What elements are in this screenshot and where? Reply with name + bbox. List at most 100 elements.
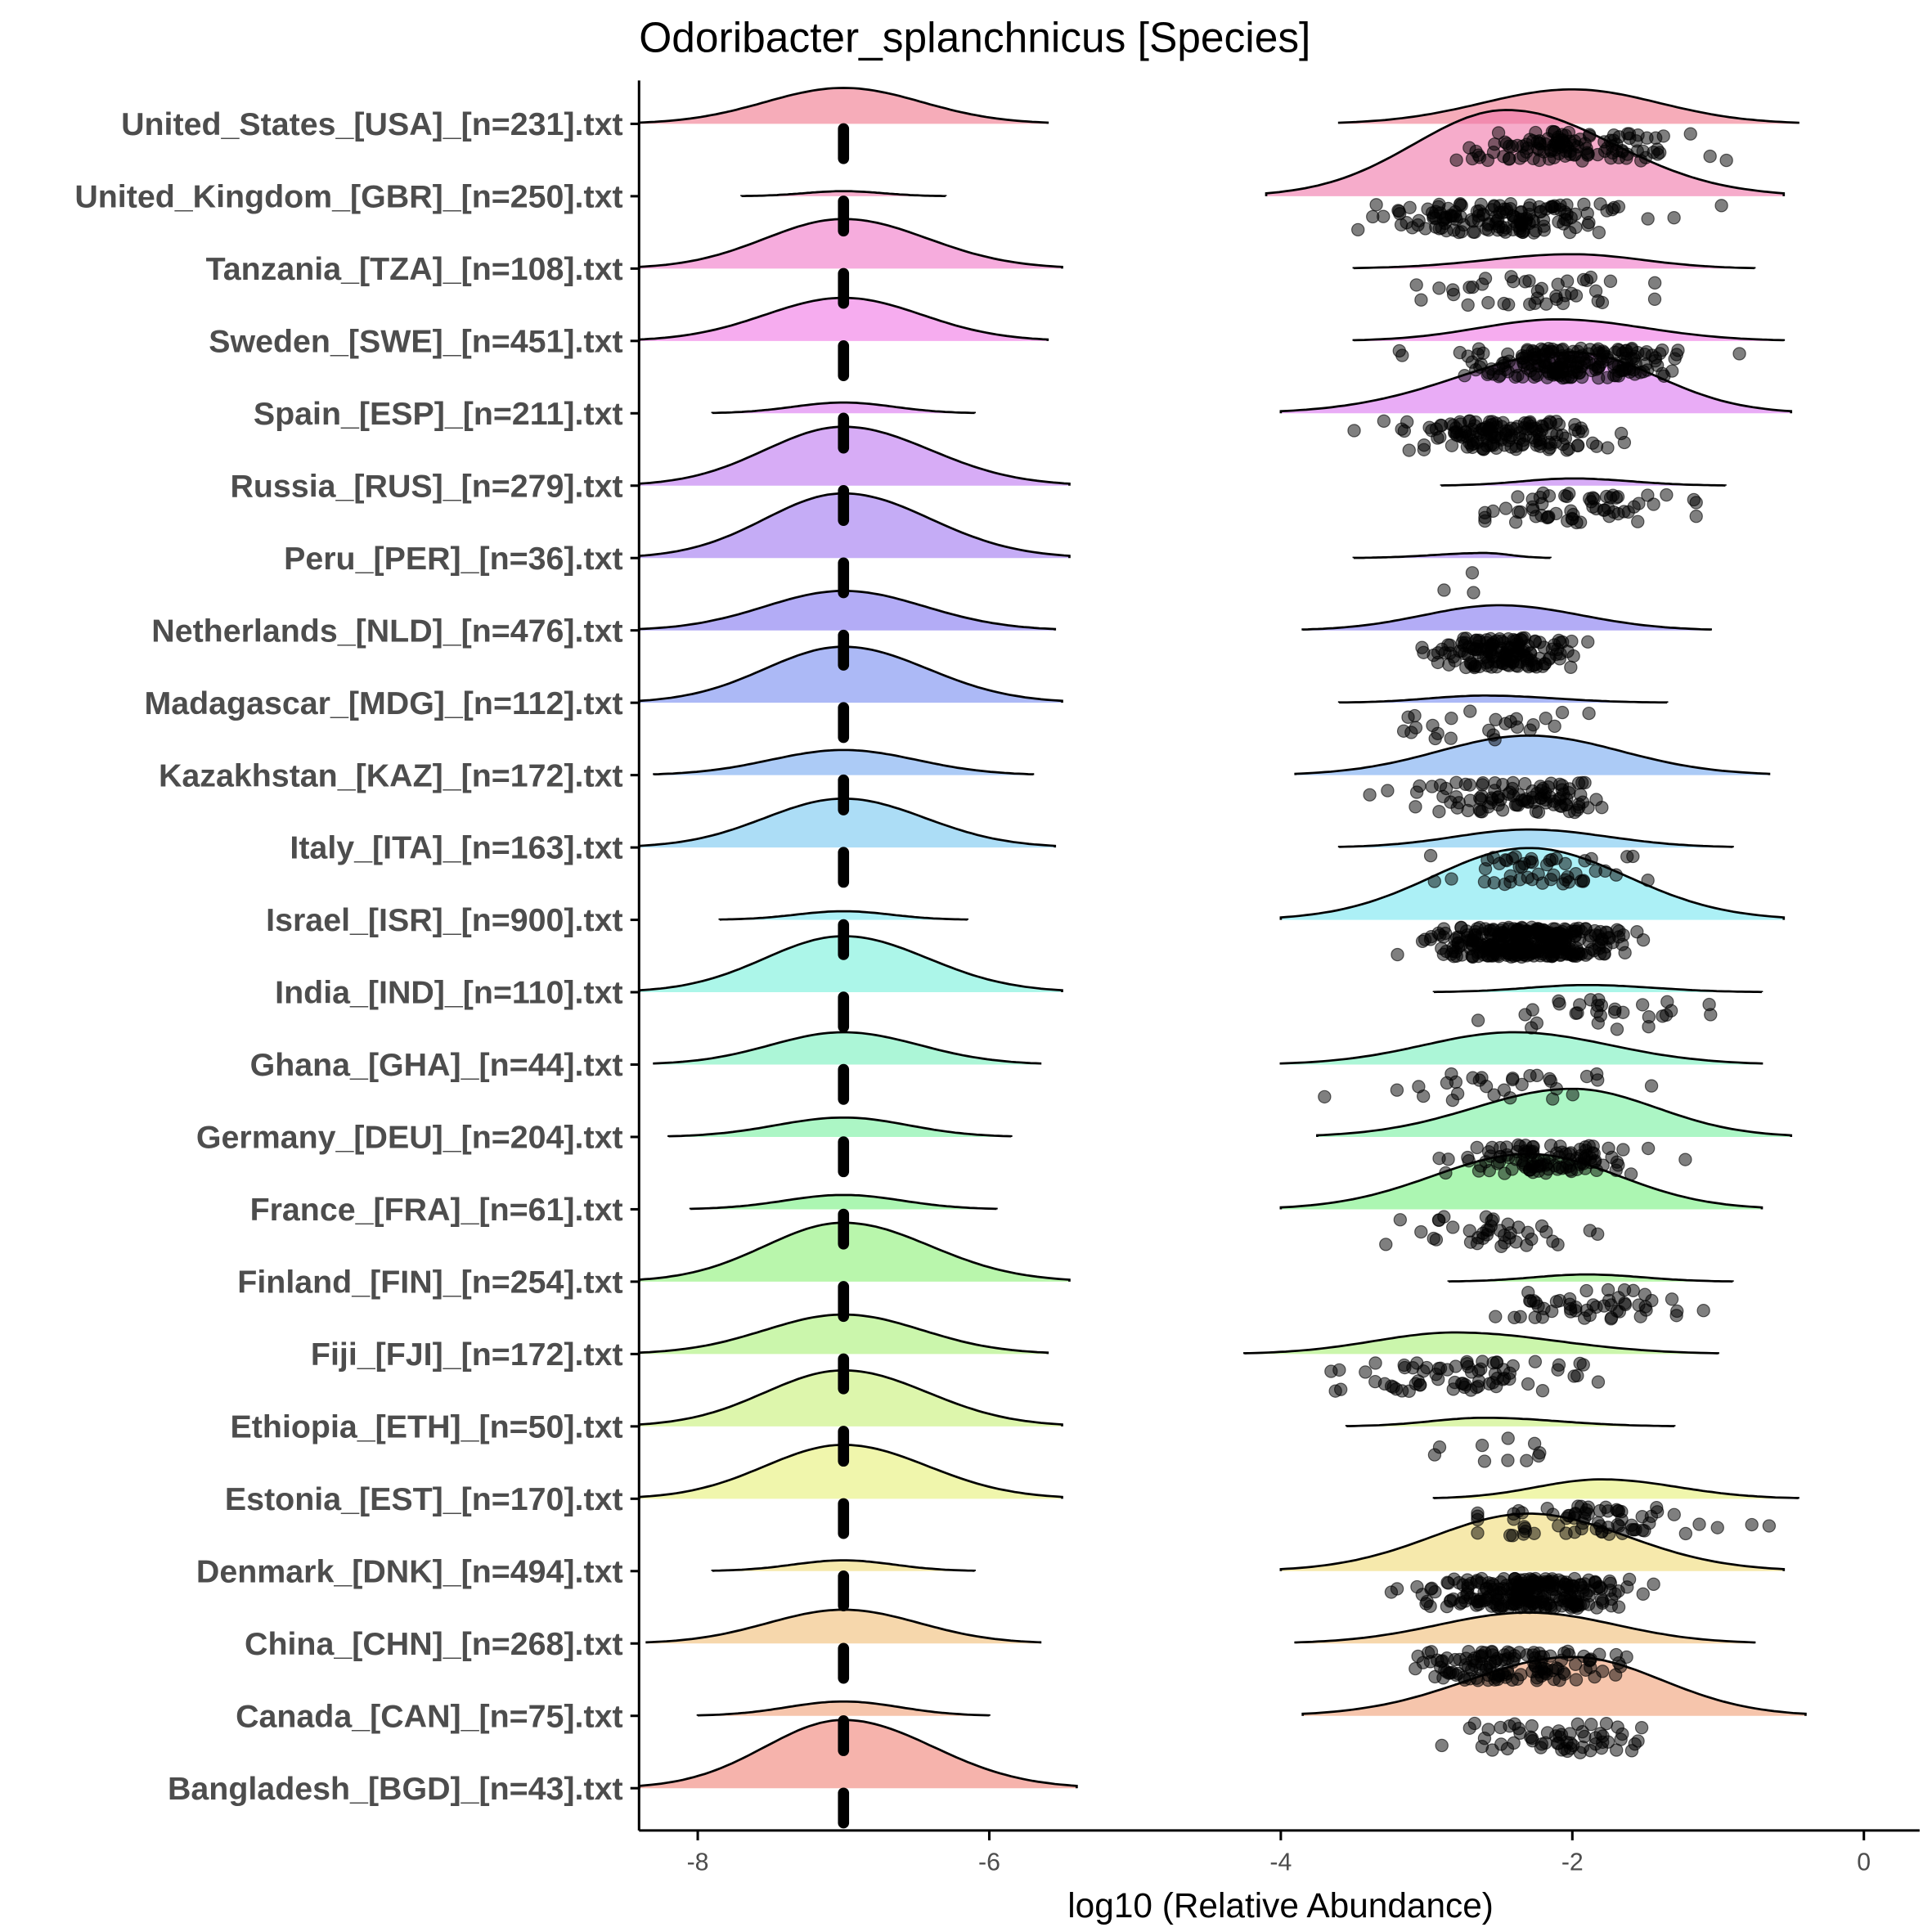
- data-point: [1409, 800, 1422, 814]
- data-point: [1432, 197, 1446, 212]
- data-point: [1489, 1310, 1503, 1323]
- data-point: [1671, 344, 1685, 357]
- data-point: [1581, 801, 1595, 815]
- zero-density-fill: [712, 1560, 975, 1571]
- data-point: [1431, 926, 1445, 941]
- zero-density-outline: [718, 910, 969, 921]
- data-point: [1440, 1665, 1453, 1679]
- data-point: [1416, 1656, 1431, 1669]
- data-point: [1589, 1067, 1604, 1081]
- data-point: [1469, 1671, 1484, 1685]
- data-point: [1490, 1371, 1504, 1386]
- data-point: [1631, 514, 1645, 528]
- data-point: [1507, 1507, 1521, 1521]
- data-point: [1583, 1224, 1597, 1238]
- data-point: [1555, 365, 1569, 380]
- nonzero-density-fill: [1353, 319, 1784, 341]
- data-point: [1543, 872, 1558, 887]
- data-point: [1478, 272, 1493, 285]
- data-point: [1432, 281, 1446, 295]
- data-point: [1480, 367, 1494, 382]
- zero-density-fill: [639, 646, 1063, 703]
- data-point: [1445, 1067, 1458, 1081]
- data-point: [1533, 1159, 1547, 1173]
- data-point: [1402, 443, 1416, 457]
- density-layer: [638, 87, 1807, 1789]
- data-point: [1493, 1224, 1507, 1238]
- data-point: [1762, 1519, 1777, 1533]
- data-point: [1493, 199, 1507, 213]
- data-point: [1641, 212, 1655, 226]
- data-point: [1710, 1521, 1724, 1534]
- data-point: [1493, 631, 1507, 646]
- data-point: [1665, 1292, 1679, 1306]
- data-point: [1611, 200, 1626, 213]
- data-point: [1449, 428, 1464, 443]
- data-point: [1589, 793, 1603, 806]
- data-point: [1656, 366, 1669, 380]
- data-point: [1555, 933, 1569, 948]
- nonzero-density-outline: [1301, 604, 1712, 631]
- data-point: [1324, 1364, 1338, 1378]
- data-point: [1543, 143, 1558, 157]
- data-point: [1489, 1355, 1504, 1369]
- data-point: [1552, 1293, 1567, 1308]
- data-point: [1629, 134, 1643, 148]
- data-point: [1432, 1151, 1446, 1166]
- data-point: [1556, 353, 1570, 367]
- row-label: Denmark_[DNK]_[n=494].txt: [196, 1553, 623, 1589]
- data-point: [1453, 1652, 1467, 1667]
- data-point: [1502, 641, 1516, 656]
- data-point: [1518, 1160, 1533, 1175]
- data-point: [1648, 351, 1663, 365]
- data-point: [1488, 776, 1502, 790]
- data-point: [1463, 704, 1477, 718]
- data-point: [1477, 1454, 1492, 1468]
- data-point: [1467, 1716, 1482, 1731]
- data-point: [1523, 723, 1537, 737]
- zero-density-fill: [639, 218, 1063, 269]
- data-point: [1529, 434, 1543, 448]
- data-point: [1534, 281, 1548, 295]
- data-point: [1474, 197, 1488, 212]
- data-point: [1589, 439, 1604, 453]
- data-point: [1397, 424, 1412, 438]
- data-point: [1581, 635, 1595, 649]
- data-point: [1523, 198, 1537, 212]
- data-point: [1608, 1587, 1622, 1601]
- data-point: [1503, 1091, 1517, 1105]
- data-point: [1562, 804, 1576, 819]
- data-point: [1502, 920, 1516, 935]
- data-point: [1575, 946, 1588, 961]
- nonzero-density-outline: [1279, 1031, 1764, 1065]
- data-point: [1566, 1088, 1579, 1102]
- zero-density-outline: [653, 1031, 1042, 1065]
- data-point: [1481, 295, 1495, 310]
- x-tick-label: -8: [687, 1849, 709, 1876]
- data-point: [1578, 775, 1592, 790]
- data-point: [1644, 1079, 1659, 1093]
- data-point: [1615, 143, 1629, 158]
- data-point: [1541, 510, 1555, 524]
- nonzero-density-outline: [1337, 828, 1734, 848]
- data-point: [1483, 1579, 1497, 1593]
- data-point: [1660, 487, 1674, 502]
- data-point: [1507, 1310, 1521, 1325]
- nonzero-density-fill: [1339, 89, 1799, 124]
- nonzero-density-fill: [1353, 254, 1755, 269]
- row-label: China_[CHN]_[n=268].txt: [245, 1626, 623, 1662]
- data-point: [1415, 934, 1430, 949]
- data-point: [1447, 223, 1461, 237]
- data-point: [1479, 420, 1494, 434]
- data-point: [1351, 222, 1365, 237]
- data-point: [1494, 1599, 1507, 1613]
- data-point: [1390, 1582, 1404, 1596]
- data-point: [1528, 296, 1542, 310]
- data-point: [1573, 1356, 1587, 1371]
- data-point: [1634, 1720, 1649, 1735]
- data-point: [1574, 788, 1588, 802]
- data-point: [1567, 1369, 1581, 1383]
- data-point: [1543, 789, 1557, 804]
- data-point: [1409, 721, 1423, 735]
- data-point: [1452, 796, 1466, 810]
